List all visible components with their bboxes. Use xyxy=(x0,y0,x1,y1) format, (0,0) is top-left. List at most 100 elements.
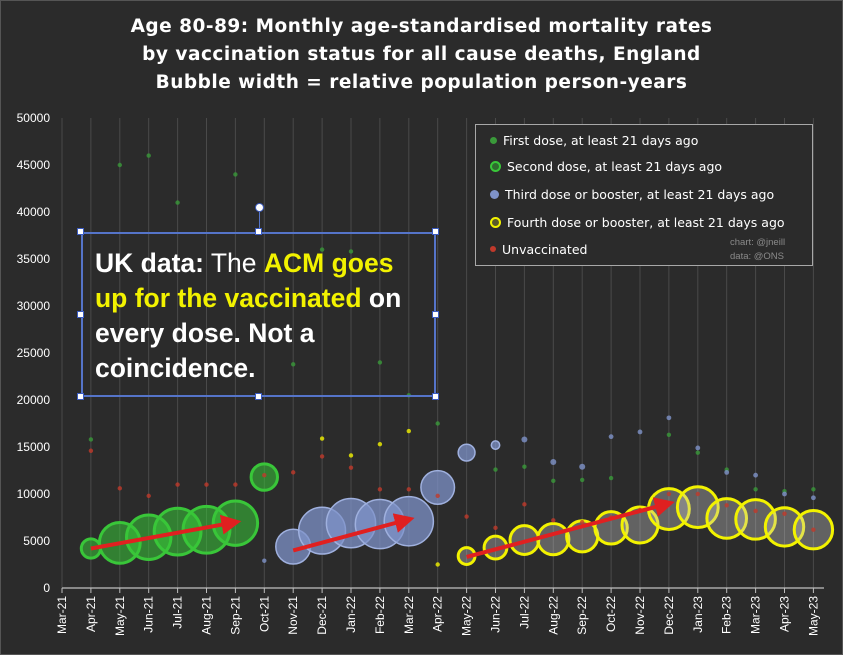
y-tick-label: 30000 xyxy=(17,299,51,313)
bubble-first-apr-22 xyxy=(435,421,440,426)
chart-title-line-1: Age 80-89: Monthly age-standardised mort… xyxy=(130,16,713,37)
bubble-first-mar-23 xyxy=(753,487,758,492)
chart-credit: chart: @jneill xyxy=(730,237,786,248)
bubble-unvaccinated-aug-22 xyxy=(551,518,556,523)
x-tick-label: Aug-21 xyxy=(200,596,214,635)
bubble-third-may-22 xyxy=(457,443,476,462)
legend-label-third-dose: Third dose or booster, at least 21 days … xyxy=(505,186,775,202)
y-tick-label: 20000 xyxy=(17,393,51,407)
resize-handle-bottom[interactable] xyxy=(255,393,262,400)
bubble-unvaccinated-dec-21 xyxy=(319,454,325,459)
y-tick-label: 5000 xyxy=(23,534,50,548)
x-tick-label: Dec-21 xyxy=(315,596,329,635)
y-tick-label: 0 xyxy=(43,581,50,595)
bubble-third-feb-23 xyxy=(724,469,730,475)
resize-handle-right[interactable] xyxy=(432,311,439,318)
bubble-unvaccinated-mar-23 xyxy=(753,508,758,514)
callout-plain-1: The xyxy=(203,248,264,278)
bubble-unvaccinated-dec-22 xyxy=(666,491,672,497)
resize-handle-bottom-right[interactable] xyxy=(432,393,439,400)
x-tick-label: Sep-21 xyxy=(228,596,242,635)
bubble-unvaccinated-jan-23 xyxy=(695,491,700,497)
rotation-handle[interactable] xyxy=(255,203,264,212)
y-tick-label: 40000 xyxy=(17,205,51,219)
legend-swatch-fourth-dose xyxy=(490,216,501,228)
legend-item-first-dose: First dose, at least 21 days ago xyxy=(490,130,698,150)
bubble-unvaccinated-may-21 xyxy=(117,486,123,491)
legend-item-unvaccinated: Unvaccinated xyxy=(490,239,587,259)
y-tick-label: 35000 xyxy=(17,252,51,266)
bubble-unvaccinated-may-23 xyxy=(811,527,816,532)
legend-label-fourth-dose: Fourth dose or booster, at least 21 days… xyxy=(507,214,785,230)
resize-handle-top-left[interactable] xyxy=(77,228,84,235)
x-tick-label: May-23 xyxy=(806,596,820,636)
legend-label-first-dose: First dose, at least 21 days ago xyxy=(503,132,699,148)
bubble-fourth-aug-22 xyxy=(536,522,571,557)
x-tick-label: Apr-23 xyxy=(778,596,792,632)
trend-arrow-1 xyxy=(90,514,242,551)
x-tick-label: Dec-22 xyxy=(662,596,676,635)
resize-handle-bottom-left[interactable] xyxy=(77,393,84,400)
legend-label-unvaccinated: Unvaccinated xyxy=(502,241,588,257)
resize-handle-left[interactable] xyxy=(77,311,84,318)
x-tick-label: Jun-22 xyxy=(489,596,503,633)
y-tick-label: 10000 xyxy=(17,487,51,501)
bubble-third-dec-22 xyxy=(666,415,672,421)
bubble-third-apr-22 xyxy=(420,469,456,505)
bubble-fourth-mar-22 xyxy=(406,428,411,434)
callout-text: UK data: The ACM goes up for the vaccina… xyxy=(95,246,430,386)
bubble-first-dec-21 xyxy=(319,247,325,252)
bubble-first-jan-22 xyxy=(348,249,354,254)
bubble-unvaccinated-aug-21 xyxy=(204,482,209,487)
bubble-unvaccinated-apr-22 xyxy=(435,493,440,499)
x-tick-label: Jul-22 xyxy=(517,596,531,629)
bubble-unvaccinated-jun-21 xyxy=(146,493,151,499)
bubble-fourth-apr-22 xyxy=(435,562,440,567)
resize-handle-top-right[interactable] xyxy=(432,228,439,235)
x-tick-label: Apr-21 xyxy=(84,596,98,632)
callout-textbox[interactable]: UK data: The ACM goes up for the vaccina… xyxy=(81,232,436,397)
bubble-first-nov-21 xyxy=(291,362,296,367)
bubble-fourth-feb-22 xyxy=(377,441,383,447)
y-tick-label: 15000 xyxy=(17,440,51,454)
bubble-first-jun-22 xyxy=(493,467,498,472)
bubble-fourth-dec-21 xyxy=(319,436,325,441)
y-tick-label: 45000 xyxy=(17,158,51,172)
bubble-first-sep-21 xyxy=(233,172,238,177)
bubble-unvaccinated-mar-22 xyxy=(406,487,411,492)
bubble-third-mar-23 xyxy=(753,472,758,478)
x-tick-label: Feb-23 xyxy=(720,596,734,634)
bubble-third-sep-22 xyxy=(579,463,586,470)
bubble-unvaccinated-nov-21 xyxy=(291,470,296,475)
bubble-unvaccinated-oct-21 xyxy=(262,473,267,478)
x-tick-label: Sep-22 xyxy=(575,596,589,635)
bubble-unvaccinated-feb-23 xyxy=(724,503,729,508)
bubble-third-apr-23 xyxy=(782,491,787,497)
bubble-first-aug-22 xyxy=(551,478,556,484)
bubble-first-dec-22 xyxy=(666,432,672,437)
bubble-third-aug-22 xyxy=(550,459,557,466)
legend-label-second-dose: Second dose, at least 21 days ago xyxy=(507,158,723,174)
x-tick-label: Jun-21 xyxy=(142,596,156,633)
bubble-unvaccinated-jul-22 xyxy=(522,502,527,507)
bubble-unvaccinated-apr-23 xyxy=(782,511,787,516)
bubble-first-oct-22 xyxy=(608,475,614,481)
chart-title-line-3: Bubble width = relative population perso… xyxy=(155,72,688,93)
resize-handle-top[interactable] xyxy=(255,228,262,235)
bubble-unvaccinated-may-22 xyxy=(464,514,469,519)
bubble-first-may-23 xyxy=(811,487,816,492)
bubble-third-oct-21 xyxy=(262,558,267,563)
trend-arrow-3 xyxy=(466,497,675,559)
x-tick-label: Apr-22 xyxy=(431,596,445,632)
bubble-third-nov-22 xyxy=(637,429,643,435)
legend-item-third-dose: Third dose or booster, at least 21 days … xyxy=(490,184,774,204)
bubble-fourth-jan-22 xyxy=(348,453,354,458)
x-tick-label: Oct-22 xyxy=(604,596,618,632)
x-tick-label: Feb-22 xyxy=(373,596,387,634)
x-tick-label: Mar-22 xyxy=(402,596,416,634)
bubble-third-jun-22 xyxy=(490,440,501,451)
bubble-first-sep-22 xyxy=(580,477,585,483)
x-tick-label: Jul-21 xyxy=(171,596,185,629)
bubble-unvaccinated-sep-22 xyxy=(580,520,585,525)
bubble-third-oct-22 xyxy=(608,434,614,440)
